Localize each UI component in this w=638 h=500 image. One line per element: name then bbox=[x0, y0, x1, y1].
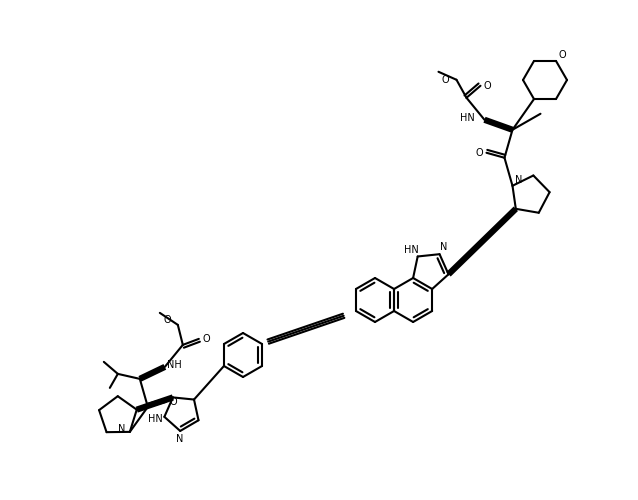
Text: HN: HN bbox=[460, 113, 475, 123]
Text: N: N bbox=[440, 242, 447, 252]
Text: O: O bbox=[163, 315, 171, 325]
Text: HN: HN bbox=[148, 414, 163, 424]
Text: O: O bbox=[558, 50, 566, 60]
Text: O: O bbox=[169, 397, 177, 407]
Text: N: N bbox=[175, 434, 183, 444]
Text: O: O bbox=[202, 334, 210, 344]
Text: O: O bbox=[442, 75, 450, 85]
Text: O: O bbox=[476, 148, 484, 158]
Text: O: O bbox=[484, 81, 491, 91]
Text: NH: NH bbox=[167, 360, 182, 370]
Text: N: N bbox=[515, 175, 522, 185]
Text: HN: HN bbox=[404, 245, 419, 255]
Text: N: N bbox=[118, 424, 126, 434]
